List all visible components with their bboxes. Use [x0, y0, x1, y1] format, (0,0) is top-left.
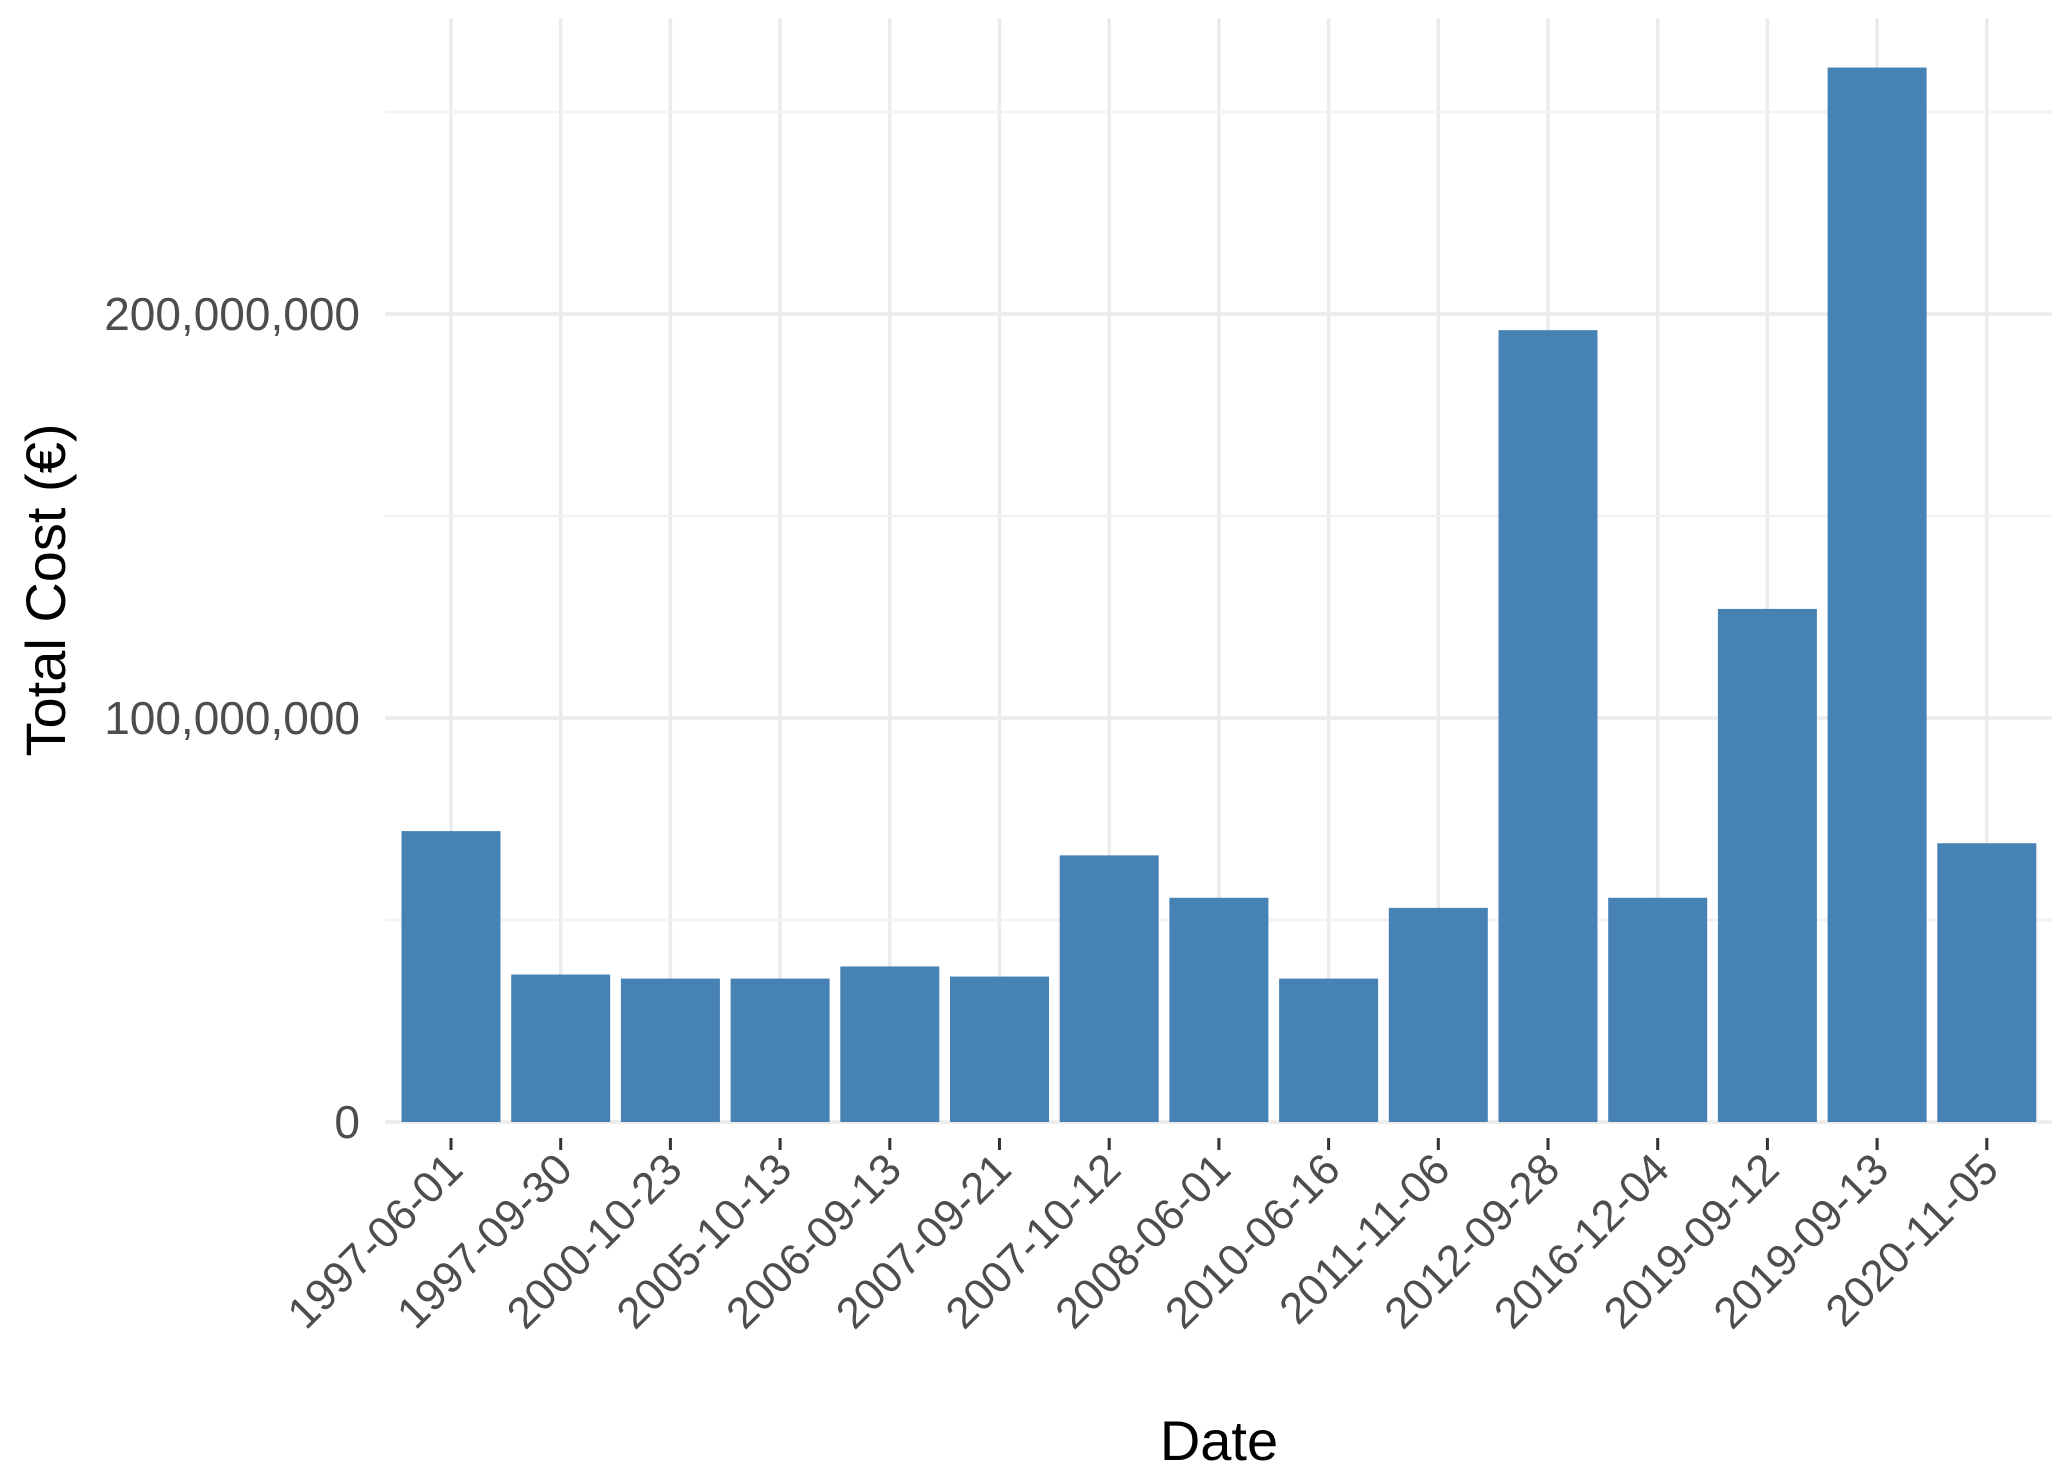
bar [1937, 843, 2037, 1122]
y-tick-label: 200,000,000 [104, 288, 360, 340]
bar [730, 978, 830, 1122]
bar [1169, 897, 1269, 1122]
y-tick-label: 0 [334, 1096, 360, 1148]
bar [511, 974, 611, 1122]
bar [1059, 855, 1159, 1122]
bar [1388, 907, 1488, 1122]
bar [1608, 897, 1708, 1122]
bar [950, 976, 1049, 1122]
bar [1279, 978, 1379, 1122]
bar [620, 978, 720, 1122]
x-axis-title: Date [1160, 1409, 1278, 1472]
bar-layer [401, 67, 2037, 1122]
y-axis-title: Total Cost (€) [14, 424, 77, 757]
bar [401, 831, 501, 1122]
bar [1827, 67, 1927, 1122]
bar [1498, 330, 1598, 1122]
bar [840, 966, 940, 1122]
y-tick-label: 100,000,000 [104, 692, 360, 744]
bar [1717, 608, 1817, 1122]
